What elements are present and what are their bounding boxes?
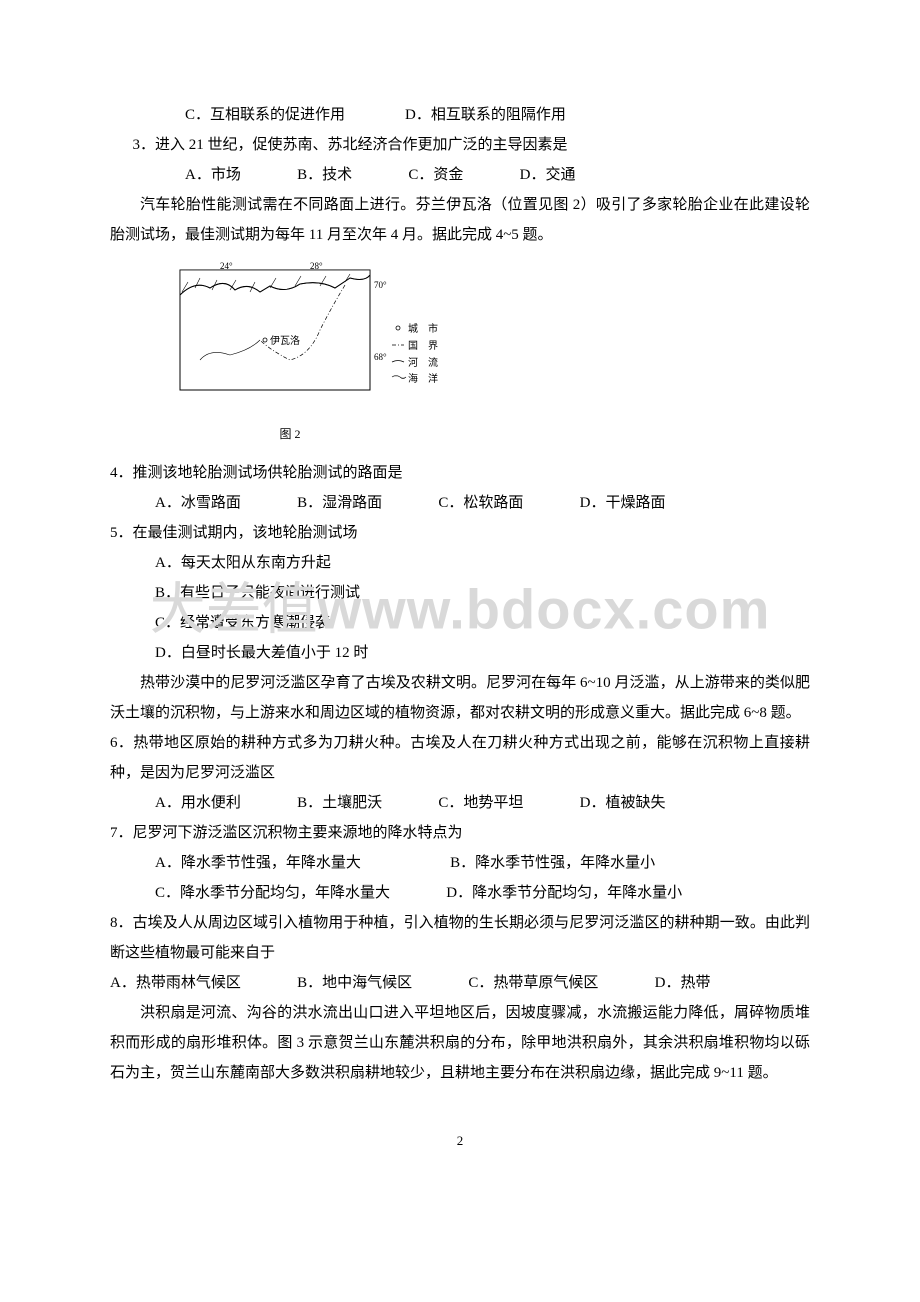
legend-border: 国 界 bbox=[408, 340, 438, 352]
q7-c: C．降水季节分配均匀，年降水量大 bbox=[155, 885, 390, 901]
legend-city-icon bbox=[396, 326, 400, 330]
legend-ocean-icon bbox=[392, 376, 406, 379]
q6-a: A．用水便利 bbox=[155, 795, 241, 811]
exam-page: 大差值www.bdocx.com C．互相联系的促进作用 D．相互联系的阻隔作用… bbox=[0, 0, 920, 1227]
q5-d: D．白昼时长最大差值小于 12 时 bbox=[110, 638, 810, 668]
passage-nile: 热带沙漠中的尼罗河泛滥区孕育了古埃及农耕文明。尼罗河在每年 6~10 月泛滥，从… bbox=[110, 668, 810, 728]
q3: 3．进入 21 世纪，促使苏南、苏北经济合作更加广泛的主导因素是 bbox=[110, 130, 810, 160]
q5: 5．在最佳测试期内，该地轮胎测试场 bbox=[110, 518, 810, 548]
lat-70: 70° bbox=[374, 280, 387, 290]
opt-c: C．互相联系的促进作用 bbox=[185, 107, 345, 123]
q7: 7．尼罗河下游泛滥区沉积物主要来源地的降水特点为 bbox=[110, 818, 810, 848]
q8-c: C．热带草原气候区 bbox=[468, 975, 598, 991]
q3-d: D．交通 bbox=[520, 167, 576, 183]
q4: 4．推测该地轮胎测试场供轮胎测试的路面是 bbox=[110, 458, 810, 488]
q4-options: A．冰雪路面 B．湿滑路面 C．松软路面 D．干燥路面 bbox=[110, 488, 810, 518]
q4-a: A．冰雪路面 bbox=[155, 495, 241, 511]
q7-a: A．降水季节性强，年降水量大 bbox=[155, 855, 361, 871]
lat-68: 68° bbox=[374, 352, 387, 362]
q6: 6．热带地区原始的耕种方式多为刀耕火种。古埃及人在刀耕火种方式出现之前，能够在沉… bbox=[110, 728, 810, 788]
q3-b: B．技术 bbox=[297, 167, 352, 183]
q7-b: B．降水季节性强，年降水量小 bbox=[450, 855, 655, 871]
passage-tire: 汽车轮胎性能测试需在不同路面上进行。芬兰伊瓦洛（位置见图 2）吸引了多家轮胎企业… bbox=[110, 190, 810, 250]
passage-alluvial: 洪积扇是河流、沟谷的洪水流出山口进入平坦地区后，因坡度骤减，水流搬运能力降低，屑… bbox=[110, 998, 810, 1088]
lon-28: 28° bbox=[310, 261, 323, 271]
q3-a: A．市场 bbox=[185, 167, 241, 183]
lon-24: 24° bbox=[220, 261, 233, 271]
city-marker bbox=[263, 338, 267, 342]
legend-city: 城 市 bbox=[408, 322, 438, 335]
opt-d: D．相互联系的阻隔作用 bbox=[405, 107, 566, 123]
q6-b: B．土壤肥沃 bbox=[297, 795, 382, 811]
figure-2-caption: 图 2 bbox=[170, 422, 410, 446]
q4-c: C．松软路面 bbox=[438, 495, 523, 511]
q5-c: C．经常遭受东方寒潮侵袭 bbox=[110, 608, 810, 638]
q5-a: A．每天太阳从东南方升起 bbox=[110, 548, 810, 578]
q7-d: D．降水季节分配均匀，年降水量小 bbox=[446, 885, 682, 901]
q4-d: D．干燥路面 bbox=[580, 495, 666, 511]
q4-b: B．湿滑路面 bbox=[297, 495, 382, 511]
page-number: 2 bbox=[110, 1128, 810, 1154]
q8-options: A．热带雨林气候区 B．地中海气候区 C．热带草原气候区 D．热带 bbox=[110, 968, 810, 998]
map-svg: 伊瓦洛 24° 28° 70° 68° 城 市 国 界 河 流 海 洋 bbox=[170, 260, 470, 410]
q8-a: A．热带雨林气候区 bbox=[110, 975, 241, 991]
q8-d: D．热带 bbox=[655, 975, 711, 991]
q8: 8．古埃及人从周边区域引入植物用于种植，引入植物的生长期必须与尼罗河泛滥区的耕种… bbox=[110, 908, 810, 968]
q3-options: A．市场 B．技术 C．资金 D．交通 bbox=[110, 160, 810, 190]
city-label: 伊瓦洛 bbox=[270, 334, 300, 347]
q6-options: A．用水便利 B．土壤肥沃 C．地势平坦 D．植被缺失 bbox=[110, 788, 810, 818]
legend-ocean: 海 洋 bbox=[408, 372, 438, 385]
q6-d: D．植被缺失 bbox=[580, 795, 666, 811]
figure-2: 伊瓦洛 24° 28° 70° 68° 城 市 国 界 河 流 海 洋 bbox=[170, 260, 810, 410]
q5-b: B．有些日子只能夜间进行测试 bbox=[110, 578, 810, 608]
legend-river: 河 流 bbox=[408, 356, 438, 369]
q6-c: C．地势平坦 bbox=[438, 795, 523, 811]
q7-ab: A．降水季节性强，年降水量大 B．降水季节性强，年降水量小 bbox=[110, 848, 810, 878]
opt-line-cd: C．互相联系的促进作用 D．相互联系的阻隔作用 bbox=[110, 100, 810, 130]
q3-c: C．资金 bbox=[408, 167, 463, 183]
legend-river-icon bbox=[392, 361, 404, 363]
q7-cd: C．降水季节分配均匀，年降水量大 D．降水季节分配均匀，年降水量小 bbox=[110, 878, 810, 908]
q8-b: B．地中海气候区 bbox=[297, 975, 412, 991]
